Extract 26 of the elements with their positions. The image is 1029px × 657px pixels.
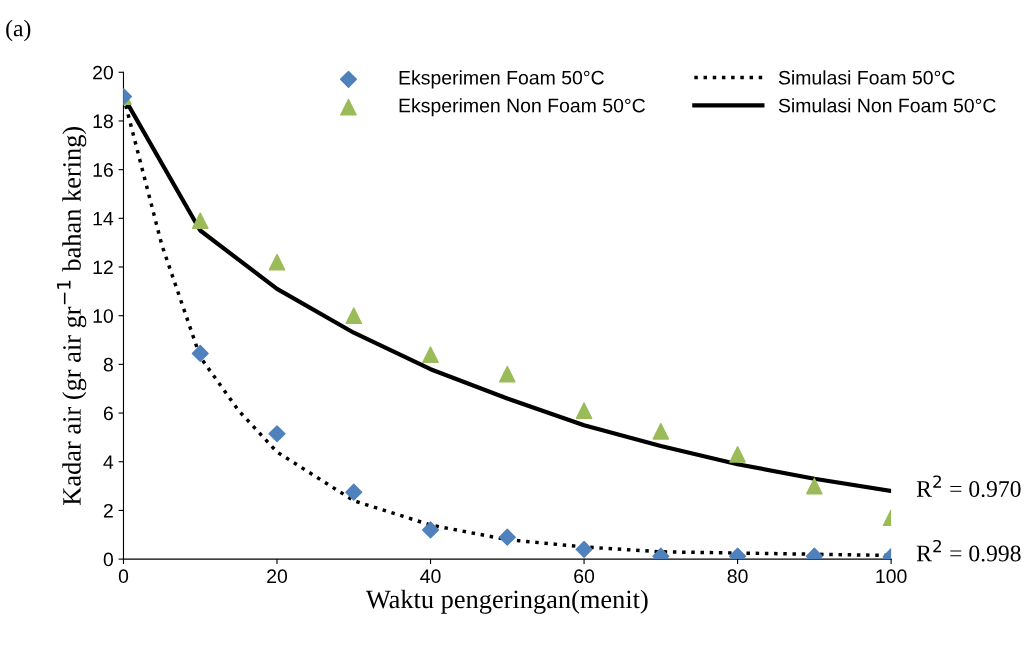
x-tick-label: 40 [420,569,441,584]
y-tick-label: 2 [103,503,113,518]
annotation: R$^{2}$ = 0.998 [916,539,1021,562]
y-tick-label: 14 [93,211,114,226]
y-tick-label: 20 [93,65,113,80]
legend-label: Simulasi Non Foam 50°C [778,98,996,113]
y-tick-label: 8 [103,357,113,372]
chart-title: (a) [6,19,31,42]
y-tick-label: 4 [103,455,114,469]
y-axis-title: Kadar air (gr air gr$^{−1}$ bahan kering) [57,126,87,505]
annotation: R$^{2}$ = 0.970 [916,475,1021,498]
y-tick-label: 6 [103,406,113,421]
x-tick-label: 100 [876,569,907,584]
legend-label: Eksperimen Foam 50°C [399,70,604,89]
x-axis-title: Waktu pengeringan(menit) [365,589,648,614]
y-tick-label: 0 [103,552,113,567]
legend-label: Eksperimen Non Foam 50°C [399,98,645,117]
x-tick-label: 60 [574,569,595,584]
x-tick-label: 20 [267,569,288,584]
x-tick-label: 0 [118,569,129,584]
x-tick-label: 80 [727,569,748,584]
y-tick-label: 10 [93,309,113,323]
y-tick-label: 12 [93,260,113,275]
legend-label: Simulasi Foam 50°C [778,70,955,85]
y-tick-label: 16 [93,163,113,177]
y-tick-label: 18 [93,114,113,129]
